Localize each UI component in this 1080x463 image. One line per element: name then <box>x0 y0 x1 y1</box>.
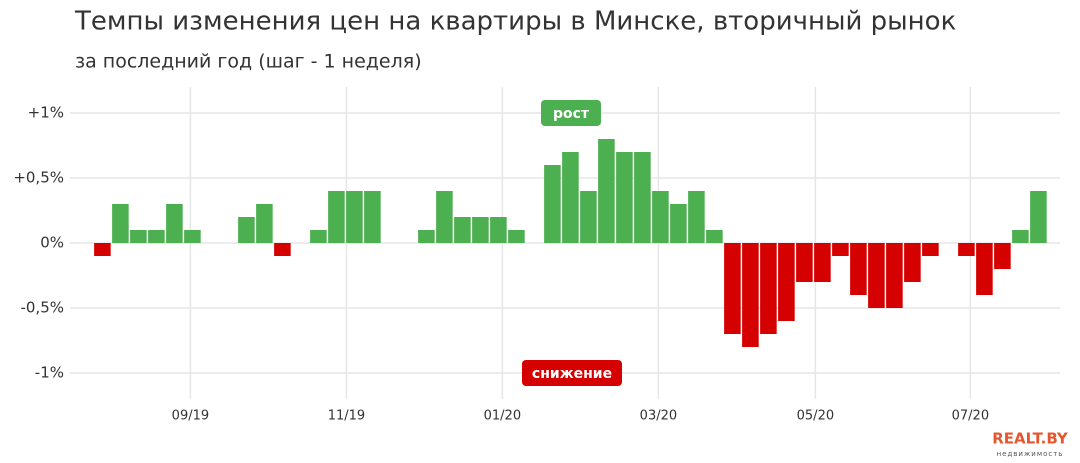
bar <box>418 230 435 243</box>
bar <box>868 243 885 308</box>
bar <box>688 191 705 243</box>
x-tick-label: 11/19 <box>328 409 365 424</box>
bar <box>562 152 579 243</box>
bar <box>796 243 813 282</box>
annotation-label: рост <box>553 106 590 122</box>
bar <box>1012 230 1029 243</box>
bar <box>958 243 975 256</box>
bar <box>598 139 615 243</box>
y-tick-label: 0% <box>40 234 64 252</box>
bar <box>346 191 363 243</box>
y-tick-label: +0,5% <box>13 169 64 187</box>
bar <box>706 230 723 243</box>
bar <box>364 191 381 243</box>
y-tick-label: -1% <box>35 364 64 382</box>
bar <box>472 217 489 243</box>
bar <box>1030 191 1047 243</box>
annotation-box <box>522 360 622 386</box>
x-tick-label: 01/20 <box>484 409 521 424</box>
x-tick-label: 05/20 <box>797 409 834 424</box>
bar <box>760 243 777 334</box>
chart-subtitle: за последний год (шаг - 1 неделя) <box>75 51 422 73</box>
bar <box>904 243 921 282</box>
bar <box>832 243 849 256</box>
bar <box>454 217 471 243</box>
bar <box>184 230 201 243</box>
logo-tagline: недвижимость <box>997 450 1064 458</box>
bar <box>130 230 147 243</box>
bar <box>310 230 327 243</box>
annotation-box <box>541 100 601 126</box>
x-tick-label: 03/20 <box>640 409 677 424</box>
bar <box>994 243 1011 269</box>
bar <box>634 152 651 243</box>
x-tick-label: 09/19 <box>172 409 209 424</box>
bar <box>436 191 453 243</box>
bar <box>814 243 831 282</box>
bar <box>112 204 129 243</box>
bar <box>778 243 795 321</box>
bar <box>742 243 759 347</box>
bar <box>922 243 939 256</box>
bar <box>508 230 525 243</box>
bar <box>94 243 111 256</box>
y-tick-label: -0,5% <box>20 299 64 317</box>
bar <box>490 217 507 243</box>
logo-brand: REALT.BY <box>992 430 1069 448</box>
x-tick-label: 07/20 <box>952 409 989 424</box>
bar <box>724 243 741 334</box>
y-tick-label: +1% <box>28 104 64 122</box>
bar <box>580 191 597 243</box>
bar <box>886 243 903 308</box>
chart-title: Темпы изменения цен на квартиры в Минске… <box>74 7 956 37</box>
bar <box>616 152 633 243</box>
bar <box>148 230 165 243</box>
bar <box>256 204 273 243</box>
bar <box>652 191 669 243</box>
bar <box>328 191 345 243</box>
bar <box>544 165 561 243</box>
bar <box>166 204 183 243</box>
bar <box>274 243 291 256</box>
bar <box>850 243 867 295</box>
bar <box>976 243 993 295</box>
bar <box>670 204 687 243</box>
bar <box>238 217 255 243</box>
annotation-label: снижение <box>532 366 612 382</box>
